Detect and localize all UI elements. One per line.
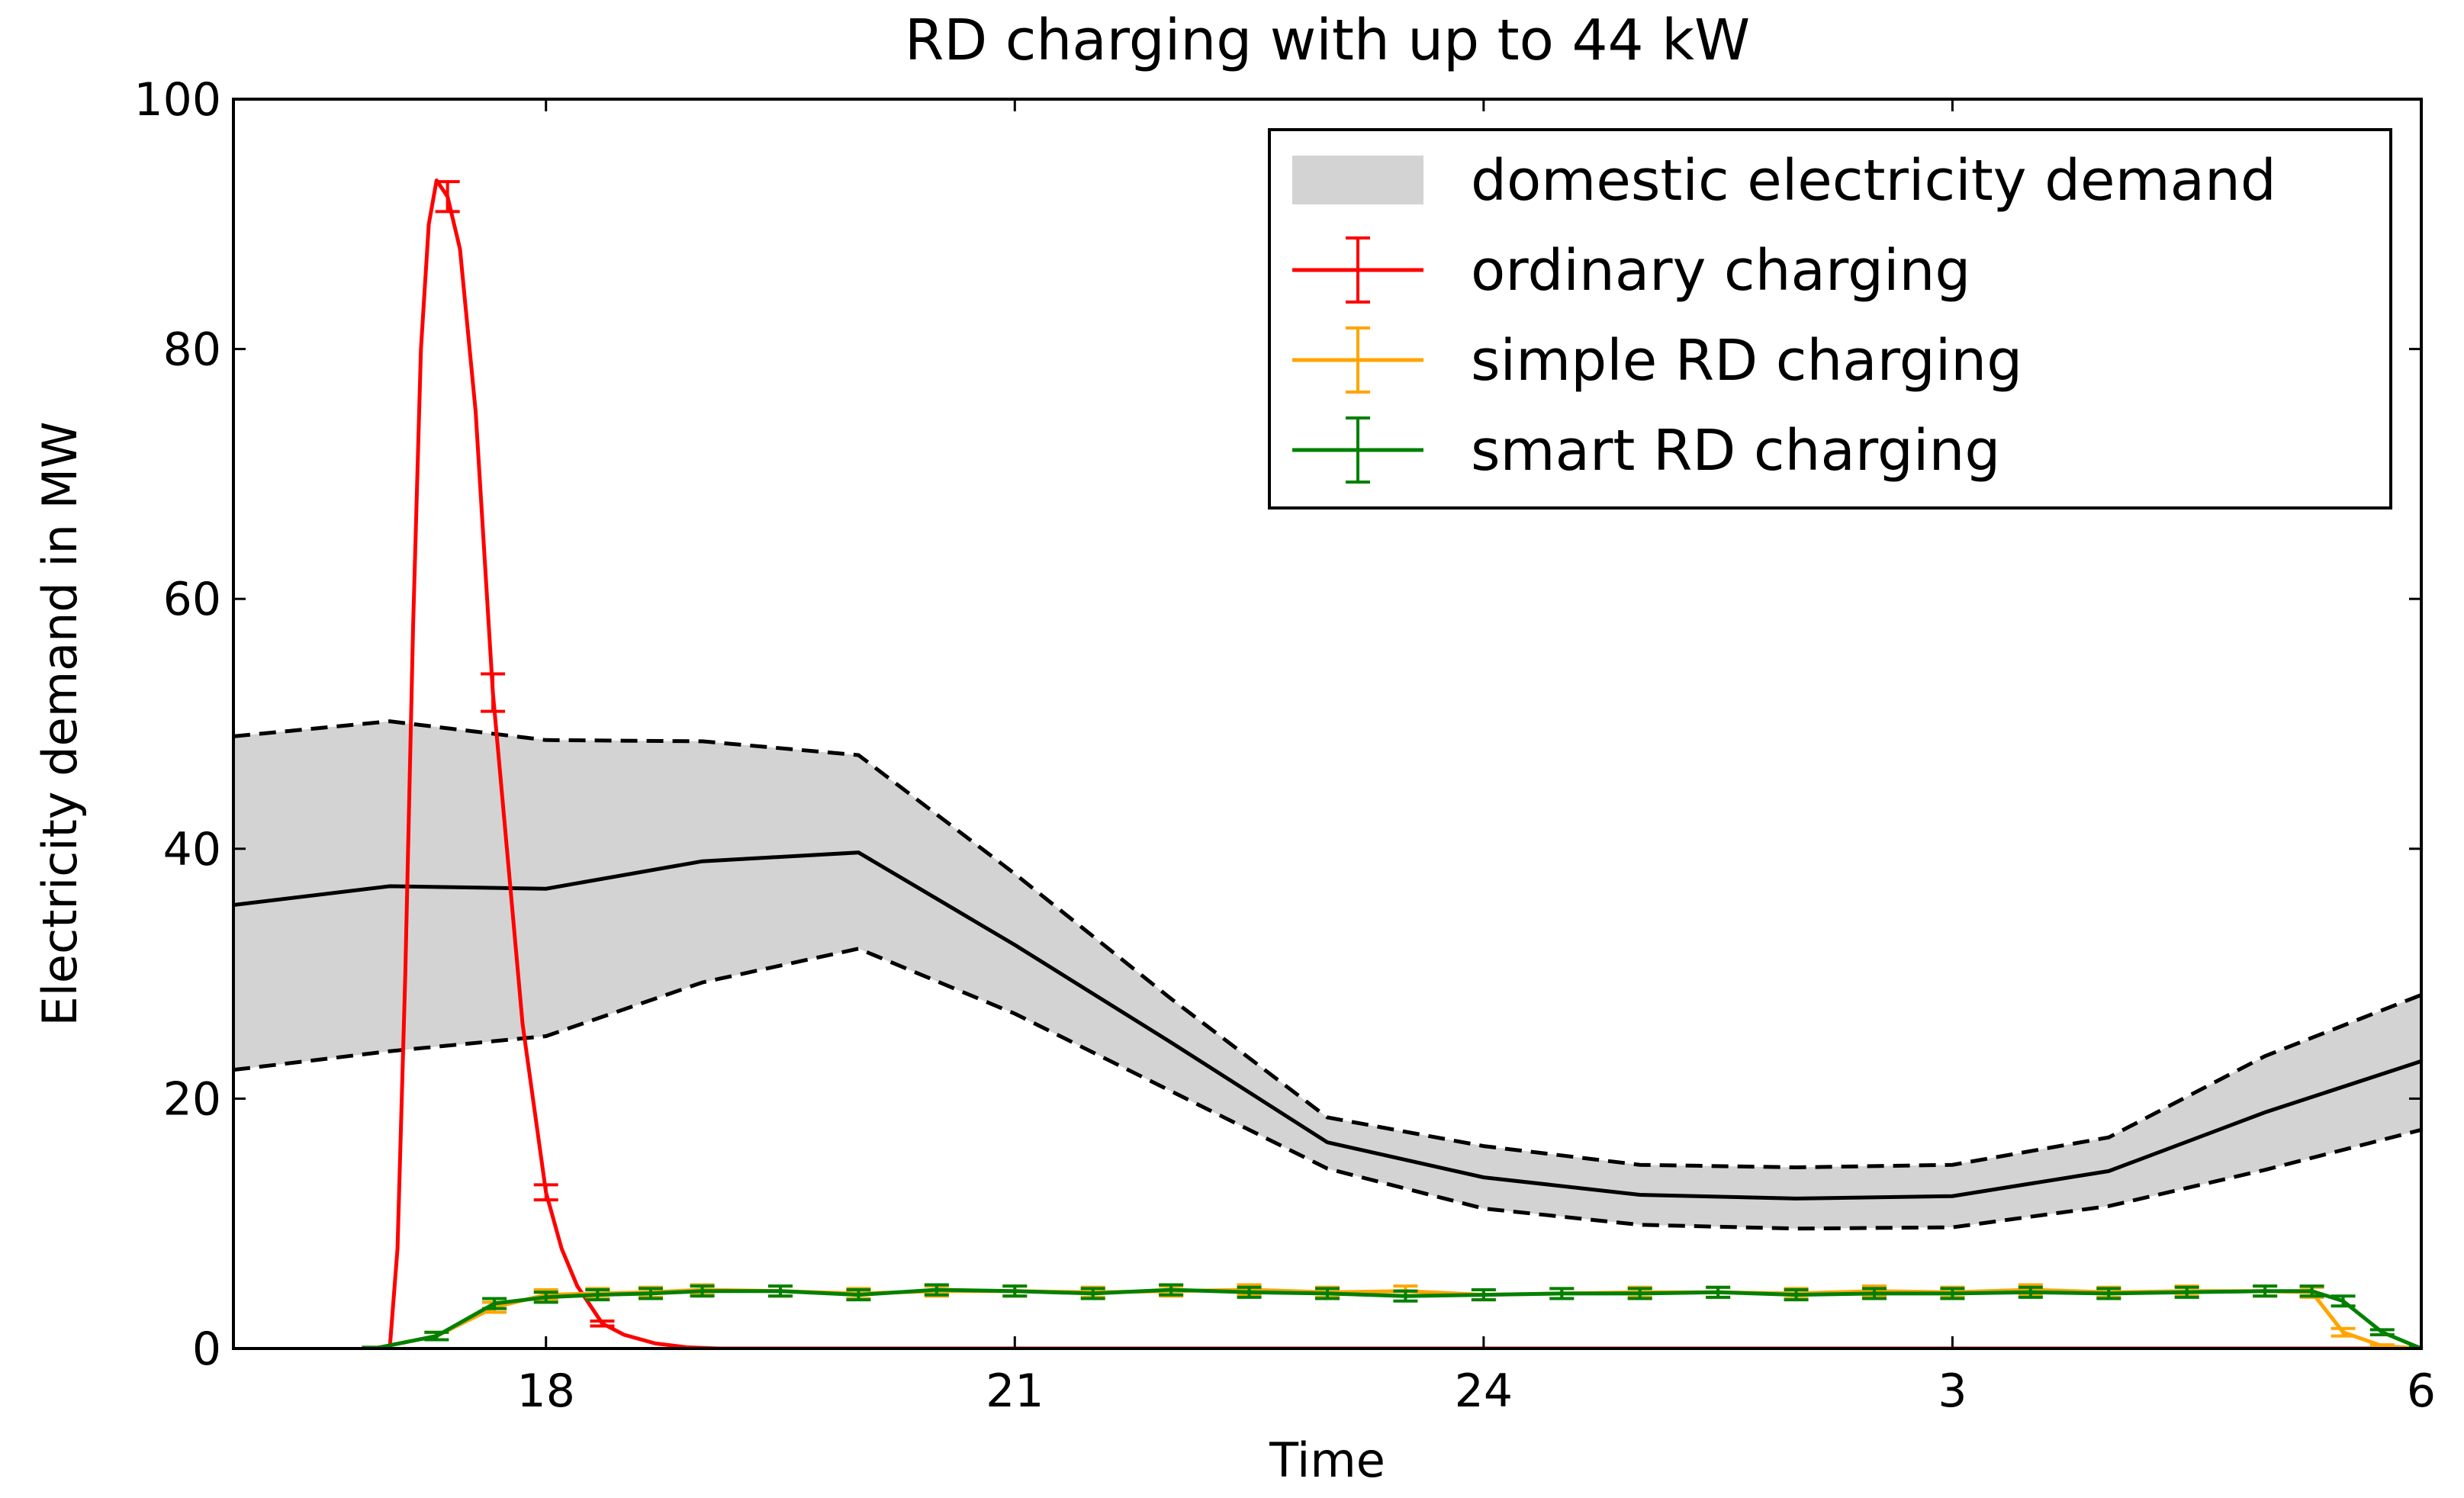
- x-tick-label: 24: [1455, 1365, 1513, 1418]
- error-bar: [2018, 1285, 2043, 1299]
- error-bar: [1080, 1287, 1105, 1300]
- error-bar: [1706, 1285, 1731, 1299]
- error-bar: [1393, 1289, 1418, 1303]
- y-axis-label: Electricity demand in MW: [32, 422, 88, 1027]
- x-tick-label: 18: [517, 1365, 575, 1418]
- demand-upper: [233, 719, 2421, 1170]
- error-bar: [690, 1284, 715, 1298]
- legend-frame: [1268, 128, 2392, 510]
- demand-band: [233, 721, 2421, 1229]
- error-bar: [424, 1330, 449, 1342]
- error-bar: [2369, 1343, 2395, 1349]
- error-bar: [435, 180, 460, 214]
- legend-label: simple RD charging: [1471, 328, 2022, 394]
- y-tick-label: 80: [163, 323, 221, 377]
- error-bar: [924, 1283, 949, 1297]
- error-bar: [533, 1291, 558, 1304]
- legend-label: domestic electricity demand: [1471, 148, 2276, 214]
- x-axis-label: Time: [1269, 1432, 1385, 1488]
- error-bar: [533, 1183, 558, 1202]
- legend-swatch: [1292, 156, 1423, 204]
- x-tick-label: 21: [986, 1365, 1044, 1418]
- error-bar: [2331, 1326, 2356, 1338]
- plot-area: [233, 178, 2421, 1349]
- error-bar: [1002, 1284, 1028, 1298]
- error-bar: [2331, 1294, 2356, 1308]
- error-bar: [1862, 1287, 1887, 1300]
- error-bar: [590, 1319, 615, 1328]
- error-bar: [846, 1288, 871, 1302]
- demand-lower: [233, 947, 2421, 1231]
- error-bar: [1471, 1288, 1496, 1302]
- error-bar: [2253, 1284, 2278, 1298]
- error-bar: [1940, 1287, 1965, 1300]
- x-tick-label: 6: [2407, 1365, 2436, 1418]
- legend: domestic electricity demand ordinary char…: [1268, 128, 2392, 510]
- error-bar: [1159, 1283, 1184, 1297]
- error-bar: [768, 1284, 793, 1298]
- error-bar: [1549, 1287, 1575, 1300]
- error-bar: [2096, 1287, 2121, 1300]
- error-bar: [2299, 1284, 2324, 1298]
- chart-title: RD charging with up to 44 kW: [905, 8, 1750, 73]
- error-bar: [2174, 1285, 2199, 1299]
- error-bar: [482, 1297, 507, 1310]
- error-bar: [2369, 1328, 2395, 1336]
- y-tick-label: 60: [163, 573, 221, 626]
- error-bar: [1237, 1285, 1262, 1299]
- legend-label: smart RD charging: [1471, 418, 2000, 484]
- y-tick-label: 40: [163, 823, 221, 876]
- legend-label: ordinary charging: [1471, 238, 1970, 304]
- demand-mean: [233, 850, 2421, 1201]
- x-tick-label: 3: [1938, 1365, 1967, 1418]
- error-bar: [585, 1288, 610, 1302]
- y-tick-label: 0: [192, 1323, 221, 1376]
- y-tick-label: 20: [163, 1072, 221, 1126]
- error-bar: [1315, 1287, 1340, 1300]
- y-tick-label: 100: [133, 73, 221, 127]
- error-bar: [638, 1287, 663, 1300]
- plot-frame: [232, 98, 2423, 1350]
- error-bar: [1784, 1288, 1809, 1302]
- error-bar: [481, 672, 506, 713]
- error-bar: [1627, 1287, 1652, 1300]
